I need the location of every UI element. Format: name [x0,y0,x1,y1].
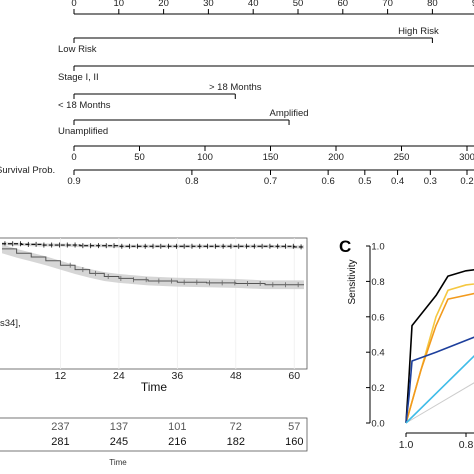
survival-tick-label: 0.6 [322,176,335,187]
total-points-tick-label: 200 [328,152,344,163]
points-tick-label: 10 [114,0,125,9]
survival-tick-label: 0.8 [185,176,198,187]
panel-label-c: C [339,237,351,256]
risk-table-cell: 160 [285,436,303,448]
survival-tick-label: 0.9 [67,176,80,187]
risk-table-cell: 245 [110,436,128,448]
nomogram-level-label: Low Risk [58,44,97,55]
points-axis-ticks: 0 10 20 30 40 50 60 70 80 90 [71,0,474,14]
total-points-tick-label: 50 [134,152,145,163]
km-x-tick-labels: 12 24 36 48 60 [55,370,301,382]
km-x-tick-label: 36 [172,370,184,382]
survival-tick-label: 0.3 [424,176,437,187]
nomogram-level-label: Stage I, II [58,72,99,83]
roc-series-layer [405,269,474,424]
nomogram-panel: 0 10 20 30 40 50 60 70 80 90 Low Risk High Risk Sta… [0,0,474,187]
points-tick-label: 50 [293,0,304,9]
nomogram-level-label: > 18 Months [209,82,262,93]
km-plot-frame [0,237,308,370]
risk-table-cell: 101 [168,421,186,433]
risk-table-x-label: Time [109,458,127,467]
roc-y-tick-label: 1.0 [371,242,384,253]
risk-table-cell: 182 [227,436,245,448]
km-curve-high [2,248,304,286]
km-x-tick-label: 24 [113,370,125,382]
roc-x-tick-label: 0.8 [459,439,474,451]
risk-table-cell: 72 [230,421,242,433]
roc-curve [405,336,474,424]
points-tick-label: 0 [71,0,76,9]
risk-table-cell: 237 [51,421,69,433]
risk-table-frame [0,417,308,452]
roc-x-tick-label: 1.0 [399,439,414,451]
risk-table-cells: 237 137 101 72 57 281 245 216 182 160 [51,421,303,448]
km-x-tick-label: 48 [230,370,242,382]
nomogram-level-label: Unamplified [58,126,108,137]
points-tick-label: 20 [158,0,169,9]
points-tick-label: 30 [203,0,214,9]
roc-curve [405,382,474,424]
km-gridlines [60,238,295,369]
roc-y-tick-label: 0.2 [371,383,384,394]
roc-curve [405,269,474,424]
roc-axes: 0.0 0.2 0.4 0.6 0.8 1.0 1.0 0.8 [366,242,474,451]
km-x-tick-label: 60 [288,370,300,382]
km-panel: 12 24 36 48 60 Time s34], 237 137 101 72 57 281 24… [0,237,308,467]
risk-table-cell: 281 [51,436,69,448]
total-points-tick-label: 150 [263,152,279,163]
km-curve-low [2,243,304,248]
total-points-tick-label: 250 [394,152,410,163]
total-points-axis-ticks: 0 50 100 150 200 250 300 [71,146,474,163]
risk-table-cell: 57 [288,421,300,433]
total-points-tick-label: 100 [197,152,213,163]
roc-panel: C Sensitivity 0.0 0.2 0.4 0.6 0.8 1.0 1.0 0.8 [339,237,474,451]
total-points-tick-label: 300 [459,152,474,163]
survival-tick-label: 0.4 [391,176,404,187]
km-x-tick-label: 12 [55,370,67,382]
nomogram-variable-rows: Low Risk High Risk Stage I, II < 18 Months >… [58,26,474,137]
nomogram-level-label: Amplified [270,108,309,119]
nomogram-level-label: High Risk [398,26,439,37]
roc-curve [405,292,474,424]
roc-y-tick-label: 0.0 [371,419,384,430]
km-annotation: s34], [0,318,21,329]
points-tick-label: 70 [382,0,393,9]
points-tick-label: 90 [472,0,474,9]
roc-y-axis-label: Sensitivity [347,259,358,304]
survival-tick-label: 0.7 [264,176,277,187]
survival-tick-label: 0.5 [358,176,371,187]
points-tick-label: 80 [427,0,438,9]
km-series-layer [2,241,304,290]
roc-y-tick-label: 0.8 [371,277,384,288]
total-points-tick-label: 0 [71,152,76,163]
roc-y-tick-label: 0.4 [371,348,384,359]
survival-axis-ticks: 0.90.80.70.60.50.40.30.20.1 [67,170,474,187]
survival-tick-label: 0.2 [460,176,473,187]
km-confidence-band-high [2,244,304,290]
risk-table-cell: 216 [168,436,186,448]
nomogram-level-label: < 18 Months [58,100,111,111]
points-tick-label: 40 [248,0,259,9]
points-tick-label: 60 [338,0,349,9]
survival-axis-label: Survival Prob. [0,165,55,176]
roc-y-tick-label: 0.6 [371,312,384,323]
km-x-axis-label: Time [141,380,168,394]
risk-table-cell: 137 [110,421,128,433]
